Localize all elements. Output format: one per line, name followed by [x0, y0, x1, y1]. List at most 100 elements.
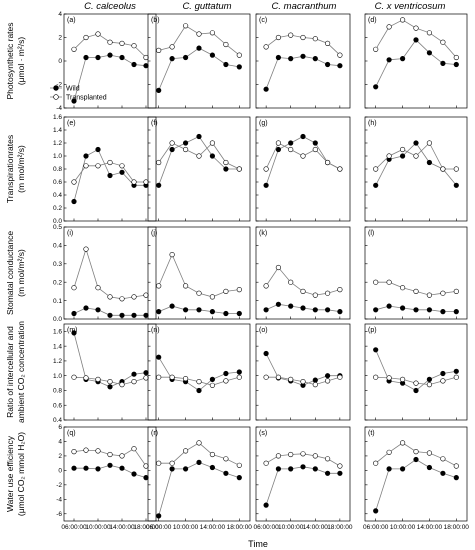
wild-point — [131, 61, 137, 68]
x-tick-label: 18:00:00 — [327, 524, 353, 531]
transplanted-point — [119, 296, 125, 302]
y-tick-label: 0.6 — [53, 402, 62, 409]
wild-point — [83, 153, 89, 159]
transplanted-point — [453, 166, 459, 172]
transplanted-point — [288, 376, 294, 383]
x-tick-label: 14:00:00 — [200, 524, 226, 531]
wild-point — [143, 475, 149, 481]
transplanted-point — [413, 25, 419, 31]
wild-point — [373, 347, 379, 353]
y-tick-label: 1.0 — [53, 153, 62, 160]
x-tick-label: 10:00:00 — [390, 524, 416, 531]
wild-point — [413, 387, 419, 394]
y-tick-label: 0.4 — [53, 417, 62, 424]
transplanted-point — [83, 34, 89, 41]
wild-point — [300, 53, 306, 59]
panel-tag: (l) — [368, 230, 374, 237]
column-title-3: C. macranthum — [272, 1, 337, 12]
transplanted-point — [288, 451, 294, 458]
legend-wild-label: Wild — [66, 86, 80, 93]
wild-point — [386, 466, 392, 472]
transplanted-point — [156, 283, 162, 289]
x-axis-title: Time — [248, 539, 268, 549]
wild-point — [131, 312, 137, 318]
wild-point — [337, 63, 343, 69]
transplanted-point — [263, 460, 269, 466]
y-tick-label: 1.6 — [53, 329, 62, 336]
wild-point — [440, 60, 446, 67]
transplanted-point — [440, 166, 446, 172]
y-tick-label: 0.0 — [53, 218, 62, 225]
transplanted-point — [275, 374, 282, 380]
transplanted-point — [83, 447, 89, 453]
transplanted-point — [300, 288, 306, 295]
row-label-line: (m mol/m²/s) — [16, 145, 26, 193]
y-tick-label: 0.1 — [53, 298, 62, 305]
wild-point — [312, 307, 318, 313]
column-titles: C. calceolus C. guttatum C. macranthum C… — [84, 1, 445, 12]
transplanted-point — [169, 374, 175, 380]
transplanted-point — [263, 283, 269, 289]
wild-point — [156, 182, 162, 188]
y-tick-label: -4 — [56, 105, 62, 112]
transplanted-point — [71, 285, 77, 291]
panel-tag: (i) — [67, 230, 73, 237]
wild-point — [373, 307, 379, 313]
transplanted-point — [236, 374, 242, 380]
panel-tag: (q) — [67, 430, 76, 437]
wild-point — [312, 466, 318, 472]
panel-n: (n) — [147, 323, 251, 421]
panel-tag: (r) — [151, 430, 158, 437]
x-tick-label: 06:00:00 — [146, 524, 172, 531]
wild-point — [263, 502, 269, 508]
row-label-line: ambient CO₂ concentration — [16, 321, 26, 423]
y-tick-label: 1.0 — [53, 373, 62, 380]
wild-point — [223, 470, 229, 476]
panel-s: (s) 06:00:00 10:00:00 14:00:00 18:00:00 — [253, 426, 353, 531]
transplanted-point — [71, 46, 77, 52]
transplanted-point — [413, 153, 419, 159]
transplanted-point — [413, 449, 419, 455]
panel-a: (a) 4 2 0 -2 -4 — [56, 11, 157, 112]
wild-point — [95, 54, 101, 61]
transplanted-point — [325, 378, 331, 384]
wild-point — [143, 312, 149, 318]
transplanted-point — [236, 462, 242, 468]
wild-point — [413, 37, 419, 43]
x-tick-label: 10:00:00 — [173, 524, 199, 531]
wild-point — [209, 464, 215, 471]
transplanted-point — [288, 146, 294, 153]
panel-m: (m) 1.6 1.4 1.2 1.0 0.8 0.6 0.4 — [53, 323, 157, 424]
panel-h: (h) — [364, 116, 468, 222]
y-tick-label: 0.8 — [53, 388, 62, 395]
wild-point — [263, 307, 269, 313]
panel-tag: (e) — [67, 120, 76, 127]
wild-series-line — [375, 142, 457, 186]
transplanted-point — [131, 179, 137, 185]
y-tick-label: 2 — [58, 453, 62, 460]
transplanted-point — [143, 179, 149, 185]
transplanted-point — [426, 382, 433, 388]
panel-j: (j) — [147, 226, 251, 320]
wild-point — [325, 61, 331, 68]
transplanted-point — [107, 294, 113, 300]
wild-point — [209, 153, 215, 159]
transplanted-point — [337, 374, 343, 380]
panel-tag: (m) — [67, 327, 78, 334]
transplanted-point — [223, 378, 229, 384]
panel-frame — [63, 226, 157, 320]
transplanted-point — [119, 40, 125, 47]
panel-g: (g) — [255, 116, 351, 222]
transplanted-point — [263, 44, 269, 50]
transplanted-point — [95, 448, 101, 454]
wild-point — [83, 54, 89, 61]
y-tick-label: 0.8 — [53, 166, 62, 173]
y-tick-label: 2 — [58, 35, 62, 42]
transplanted-point — [386, 449, 392, 455]
panel-tag: (b) — [151, 17, 160, 24]
transplanted-point — [209, 294, 215, 300]
transplanted-point — [119, 382, 125, 388]
wild-point — [400, 55, 406, 62]
y-tick-label: 4 — [58, 11, 62, 18]
wild-point — [263, 182, 269, 188]
